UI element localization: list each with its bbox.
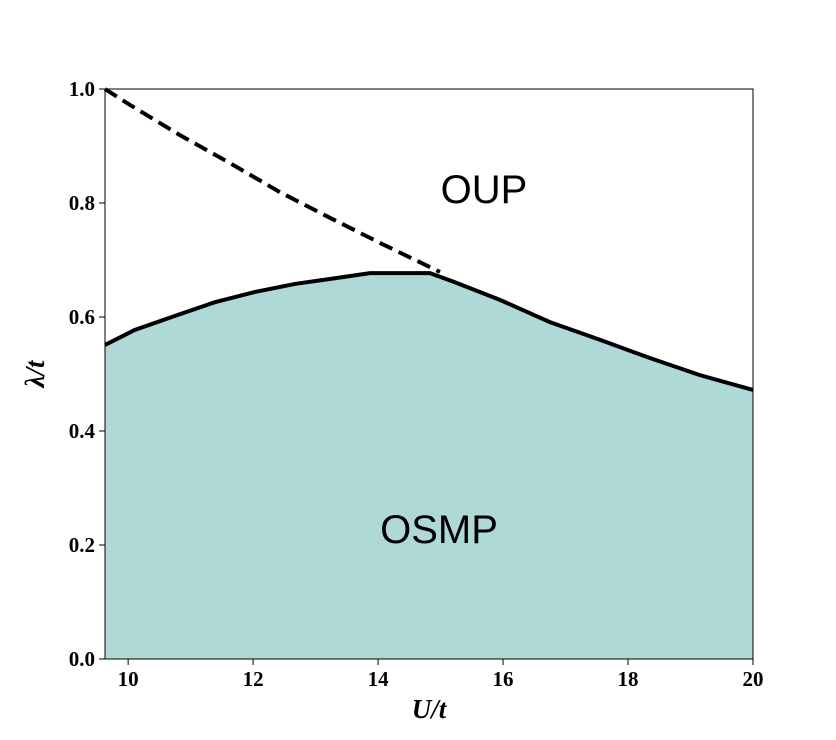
y-tick-label: 0.8: [69, 191, 95, 215]
y-tick-label: 1.0: [69, 77, 95, 101]
x-tick-label: 20: [743, 667, 764, 691]
y-tick-label: 0.0: [69, 647, 95, 671]
y-tick-label: 0.4: [69, 419, 96, 443]
x-tick-label: 12: [243, 667, 264, 691]
y-axis-label: λ/t: [20, 359, 50, 388]
boundary-line: [104, 271, 754, 392]
x-tick-label: 18: [618, 667, 639, 691]
x-axis-label: U/t: [412, 694, 448, 724]
x-tick-label: 16: [493, 667, 514, 691]
y-tick-label: 0.6: [69, 305, 95, 329]
boundary-line: [103, 87, 441, 274]
region-label: OUP: [441, 168, 528, 212]
x-tick-label: 10: [118, 667, 139, 691]
plot-frame: [104, 88, 754, 660]
x-tick-label: 14: [368, 667, 390, 691]
region-fill: [105, 273, 753, 659]
region-label: OSMP: [380, 508, 498, 552]
y-tick-label: 0.2: [69, 533, 95, 557]
